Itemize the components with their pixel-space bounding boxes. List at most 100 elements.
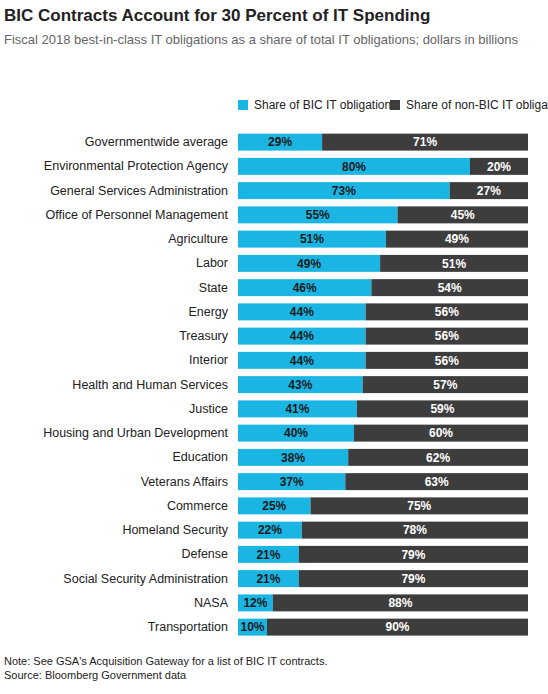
data-label: 60% [429, 426, 453, 440]
bar [322, 134, 528, 151]
data-label: 56% [435, 354, 459, 368]
bar [371, 279, 528, 296]
tick-label: Transportation [148, 620, 228, 634]
data-label: 79% [401, 548, 425, 562]
bar [238, 255, 380, 272]
data-label: 56% [435, 329, 459, 343]
tick-label: Defense [181, 547, 228, 561]
tick-label: Education [172, 450, 228, 464]
bar [366, 328, 528, 345]
subtitle: Fiscal 2018 best-in-class IT obligations… [4, 32, 519, 47]
bar [238, 425, 354, 442]
note: Note: See GSA's Acquisition Gateway for … [4, 655, 327, 667]
data-label: 25% [262, 499, 286, 513]
bar [302, 522, 528, 539]
data-label: 54% [438, 281, 462, 295]
tick: Agriculture [168, 232, 228, 246]
bar [357, 400, 528, 417]
bar [238, 206, 398, 223]
bar [366, 303, 528, 320]
data-label: 56% [435, 305, 459, 319]
tick: Environmental Protection Agency [44, 159, 229, 173]
tick: NASA [194, 596, 229, 610]
bar [450, 182, 528, 199]
tick: Treasury [179, 329, 229, 343]
bar [267, 619, 528, 636]
tick: Housing and Urban Development [43, 426, 228, 440]
tick-label: Social Security Administration [63, 572, 228, 586]
bar [299, 546, 528, 563]
bar [348, 449, 528, 466]
data-label: 88% [388, 596, 412, 610]
data-label: 51% [300, 232, 324, 246]
tick: Office of Personnel Management [45, 208, 228, 222]
tick-label: Commerce [167, 499, 228, 513]
data-label: 38% [281, 451, 305, 465]
bar [354, 425, 528, 442]
source: Source: Bloomberg Government data [4, 669, 187, 681]
tick: Governmentwide average [85, 135, 228, 149]
tick-label: Housing and Urban Development [43, 426, 228, 440]
bar [238, 182, 450, 199]
bar [238, 328, 366, 345]
bar [398, 206, 529, 223]
legend-item: Share of BIC IT obligations [238, 98, 397, 112]
data-label: 80% [342, 160, 366, 174]
data-label: 43% [288, 378, 312, 392]
data-label: 41% [285, 402, 309, 416]
tick-label: NASA [194, 596, 229, 610]
data-label: 63% [425, 475, 449, 489]
bar [380, 255, 528, 272]
data-labels: 29%80%73%55%51%49%46%44%44%44%43%41%40%3… [240, 135, 511, 634]
data-label: 44% [290, 354, 314, 368]
legend-swatch [238, 100, 248, 110]
tick-label: Interior [189, 353, 228, 367]
tick: Social Security Administration [63, 572, 228, 586]
tick: Justice [189, 402, 228, 416]
data-label: 44% [290, 329, 314, 343]
tick: Homeland Security [122, 523, 228, 537]
bar [238, 303, 366, 320]
bar [311, 497, 529, 514]
data-label: 45% [451, 208, 475, 222]
data-label: 12% [243, 596, 267, 610]
tick-label: State [199, 281, 228, 295]
data-label: 78% [403, 523, 427, 537]
bar [238, 497, 311, 514]
bar [238, 546, 299, 563]
bar [238, 376, 363, 393]
tick: Veterans Affairs [141, 475, 228, 489]
data-label: 27% [477, 184, 501, 198]
bar [238, 449, 348, 466]
data-label: 55% [306, 208, 330, 222]
tick-label: Justice [189, 402, 228, 416]
data-label: 75% [407, 499, 431, 513]
title: BIC Contracts Account for 30 Percent of … [4, 6, 430, 25]
data-label: 73% [332, 184, 356, 198]
bar [238, 594, 273, 611]
data-label: 71% [413, 135, 437, 149]
data-label: 62% [426, 451, 450, 465]
tick: Interior [189, 353, 228, 367]
tick-label: Homeland Security [122, 523, 228, 537]
bar [470, 158, 528, 175]
data-label: 49% [445, 232, 469, 246]
bar [238, 400, 357, 417]
bar [238, 619, 267, 636]
legend-label: Share of non-BIC IT obligations [406, 98, 548, 112]
data-label: 21% [256, 548, 280, 562]
bar [238, 352, 366, 369]
tick-label: Governmentwide average [85, 135, 228, 149]
data-label: 57% [433, 378, 457, 392]
legend: Share of BIC IT obligations Share of non-… [238, 98, 548, 112]
tick: General Services Administration [50, 184, 228, 198]
bar [238, 134, 322, 151]
tick-label: Labor [196, 256, 228, 270]
data-label: 51% [442, 257, 466, 271]
data-label: 37% [280, 475, 304, 489]
bar [238, 158, 470, 175]
tick: Transportation [148, 620, 228, 634]
chart: BIC Contracts Account for 30 Percent of … [0, 0, 548, 694]
legend-item: Share of non-BIC IT obligations [390, 98, 548, 112]
bar [238, 473, 345, 490]
